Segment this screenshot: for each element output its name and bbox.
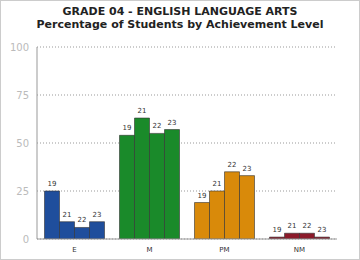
svg-text:E: E (72, 246, 76, 254)
svg-text:25: 25 (16, 186, 29, 197)
svg-text:21: 21 (288, 222, 297, 230)
svg-text:PM: PM (219, 246, 229, 254)
svg-text:75: 75 (16, 90, 29, 101)
svg-text:23: 23 (93, 211, 102, 219)
svg-text:21: 21 (213, 180, 222, 188)
svg-text:NM: NM (294, 246, 305, 254)
svg-text:22: 22 (228, 161, 237, 169)
svg-text:22: 22 (153, 122, 162, 130)
svg-text:21: 21 (138, 107, 147, 115)
svg-text:19: 19 (123, 124, 132, 132)
svg-text:19: 19 (198, 192, 207, 200)
svg-text:21: 21 (63, 211, 72, 219)
svg-text:23: 23 (243, 165, 252, 173)
svg-text:100: 100 (10, 42, 29, 53)
svg-text:0: 0 (23, 234, 29, 245)
html-text:Percentage of Students by Achi: Percentage of Students by Achievement Le… (36, 18, 324, 31)
html-text:GRADE 04 - ENGLISH LANGUAGE AR: GRADE 04 - ENGLISH LANGUAGE ARTS (62, 5, 298, 18)
svg-text:22: 22 (303, 222, 312, 230)
svg-text:22: 22 (78, 216, 87, 224)
svg-text:50: 50 (16, 138, 29, 149)
svg-text:23: 23 (318, 226, 327, 234)
svg-text:M: M (146, 246, 152, 254)
svg-text:23: 23 (168, 119, 177, 127)
svg-text:19: 19 (273, 226, 282, 234)
svg-text:19: 19 (48, 180, 57, 188)
